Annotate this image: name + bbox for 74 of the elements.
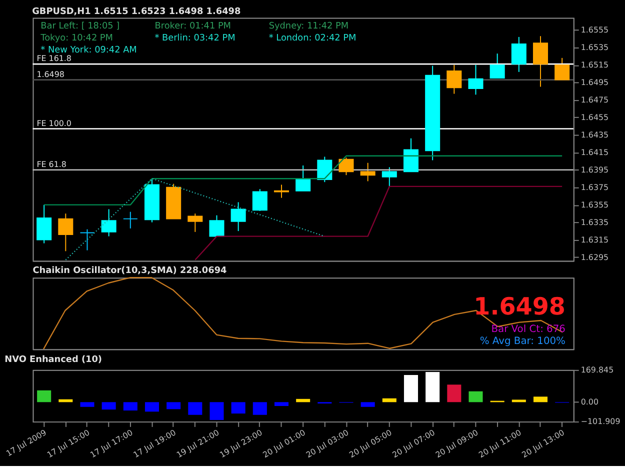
y-tick-label: 1.6555: [580, 25, 609, 34]
bar: [210, 402, 224, 420]
ref-line-label: 1.6498: [36, 70, 64, 79]
y-tick-label: 1.6315: [580, 235, 609, 244]
candlestick: [382, 166, 397, 187]
candlestick: [122, 211, 138, 229]
ref-line-label: FE 61.8: [36, 160, 66, 169]
bar: [144, 402, 160, 412]
candlestick: [468, 64, 484, 96]
annotation: Sydney: 11:42 PM: [268, 22, 349, 32]
bar: [166, 402, 181, 410]
y-tick-label: 169.845: [580, 365, 614, 374]
ref-line-label: FE 100.0: [36, 118, 72, 128]
bar: [123, 402, 138, 410]
candlestick: [532, 36, 548, 88]
bar: [102, 402, 116, 410]
bar: [447, 384, 462, 402]
candlestick: [80, 228, 95, 251]
bar: [533, 396, 548, 402]
candlestick: [511, 36, 526, 72]
y-tick-label: 1.6375: [580, 182, 609, 192]
candlestick: [101, 208, 116, 237]
y-tick-label: 1.6535: [580, 42, 609, 52]
candlestick: [338, 157, 354, 176]
candlestick: [490, 53, 505, 79]
candlestick: [317, 156, 332, 183]
chart-title: GBPUSD,H1 1.6515 1.6523 1.6498 1.6498: [32, 6, 241, 17]
y-tick-label: 1.6455: [580, 112, 609, 122]
chart-title: NVO Enhanced (10): [4, 354, 102, 365]
candlestick: [58, 213, 74, 252]
bar: [274, 402, 289, 406]
bar: [426, 372, 440, 402]
chart-title: Chaikin Oscillator(10,3,SMA) 228.0694: [32, 266, 227, 276]
candlestick: [403, 138, 419, 172]
annotation: * London: 02:42 PM: [268, 34, 356, 44]
y-tick-label: 1.6355: [580, 200, 609, 210]
bar: [468, 391, 483, 402]
ref-line-label: FE 161.8: [36, 54, 72, 64]
candlestick: [230, 202, 246, 232]
candlestick: [252, 188, 268, 212]
bar: [512, 400, 526, 402]
y-tick-label: 0.00: [580, 398, 598, 407]
bar: [296, 398, 310, 402]
bar: [37, 390, 52, 402]
bar: [382, 398, 396, 402]
annotation: * Berlin: 03:42 PM: [154, 34, 236, 44]
annotation: * New York: 09:42 AM: [40, 45, 137, 56]
y-tick-label: 1.6435: [580, 130, 609, 140]
candlestick: [209, 214, 224, 237]
annotation: 1.6498: [474, 292, 566, 320]
y-tick-label: −101.909: [580, 416, 620, 426]
y-tick-label: 1.6495: [580, 78, 609, 87]
annotation: Bar Left: [ 18:05 ]: [40, 22, 120, 32]
bar: [404, 375, 418, 402]
y-tick-label: 1.6395: [580, 165, 609, 174]
y-tick-label: 1.6295: [580, 252, 609, 262]
bar: [252, 402, 267, 415]
annotation: Broker: 01:41 PM: [154, 22, 231, 32]
candlestick: [36, 204, 52, 244]
y-tick-label: 1.6475: [580, 95, 609, 104]
y-tick-label: 1.6335: [580, 218, 609, 227]
annotation: % Avg Bar: 100%: [480, 336, 566, 348]
bar: [231, 402, 246, 414]
bar: [360, 402, 375, 407]
bar: [80, 402, 94, 407]
candlestick: [296, 164, 311, 192]
annotation: Tokyo: 10:42 PM: [40, 34, 114, 44]
candlestick: [360, 162, 376, 182]
candlestick: [188, 213, 203, 232]
bar: [188, 402, 202, 415]
candlestick: [446, 64, 462, 94]
candlestick: [554, 57, 570, 80]
y-tick-label: 1.6415: [580, 148, 609, 157]
y-tick-label: 1.6515: [580, 60, 609, 70]
